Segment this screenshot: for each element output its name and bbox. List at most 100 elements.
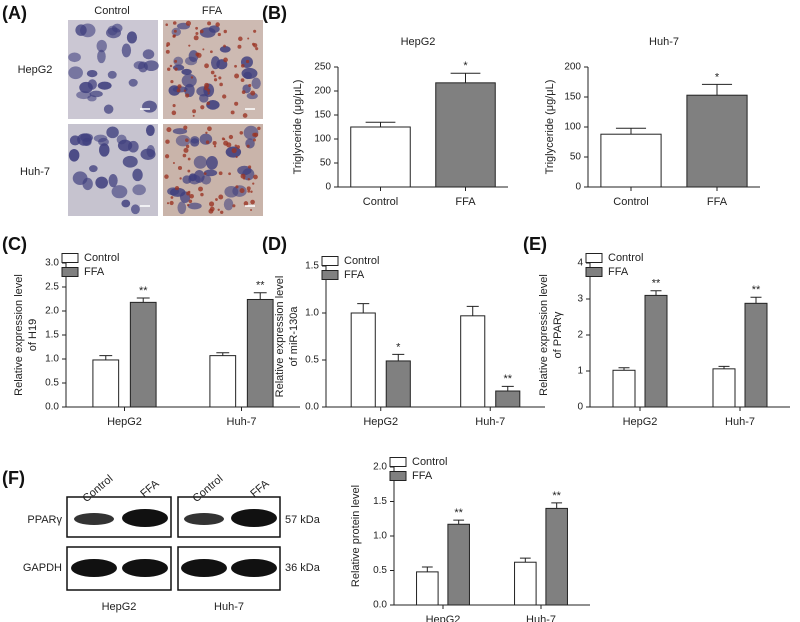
y-tick-label: 2 bbox=[577, 330, 583, 341]
bar bbox=[447, 523, 470, 606]
lipid-droplet bbox=[213, 74, 217, 78]
cell bbox=[142, 100, 157, 113]
significance-mark: ** bbox=[652, 278, 661, 290]
lipid-droplet bbox=[240, 78, 245, 82]
lipid-droplet bbox=[166, 127, 172, 133]
bar bbox=[92, 359, 120, 408]
lipid-droplet bbox=[250, 199, 255, 205]
bar bbox=[416, 571, 439, 606]
lipid-droplet bbox=[192, 114, 195, 117]
bar bbox=[246, 298, 274, 408]
legend-swatch bbox=[585, 267, 603, 277]
lipid-droplet bbox=[228, 172, 231, 176]
cell bbox=[79, 81, 93, 94]
error-bar bbox=[701, 83, 733, 96]
y-tick-label: 0.5 bbox=[305, 355, 319, 366]
legend-label: FFA bbox=[608, 266, 629, 278]
y-axis-label: of H19 bbox=[27, 319, 39, 351]
lipid-droplet bbox=[174, 59, 178, 63]
lipid-droplet bbox=[252, 138, 256, 142]
cell bbox=[86, 69, 98, 78]
lipid-droplet bbox=[248, 83, 252, 88]
lipid-droplet bbox=[253, 174, 258, 180]
lipid-droplet bbox=[200, 105, 205, 110]
cell bbox=[181, 68, 192, 75]
lipid-droplet bbox=[240, 63, 245, 68]
lipid-droplet bbox=[217, 208, 220, 211]
blot-band bbox=[74, 513, 114, 525]
lipid-droplet bbox=[185, 20, 191, 26]
cell bbox=[75, 24, 87, 36]
y-tick-label: 2.0 bbox=[45, 306, 59, 317]
error-bar bbox=[253, 292, 267, 300]
cell bbox=[237, 165, 252, 176]
lipid-droplet bbox=[234, 73, 240, 79]
significance-mark: * bbox=[715, 71, 720, 83]
lipid-droplet bbox=[199, 29, 204, 34]
cell bbox=[208, 25, 220, 33]
lipid-droplet bbox=[226, 142, 232, 148]
lipid-droplet bbox=[250, 209, 253, 212]
lipid-droplet bbox=[223, 57, 228, 63]
lipid-droplet bbox=[174, 186, 180, 191]
legend-swatch bbox=[61, 253, 79, 263]
significance-mark: * bbox=[463, 60, 468, 72]
lipid-droplet bbox=[198, 186, 203, 192]
y-tick-label: 1.0 bbox=[45, 354, 59, 365]
cell bbox=[199, 133, 213, 145]
bar bbox=[129, 301, 157, 408]
cell bbox=[111, 185, 128, 199]
lipid-droplet bbox=[218, 194, 224, 200]
y-tick-label: 1 bbox=[577, 366, 583, 377]
cell bbox=[122, 155, 138, 168]
lipid-droplet bbox=[228, 134, 234, 140]
legend-label: FFA bbox=[344, 269, 365, 281]
bar bbox=[514, 561, 537, 606]
lipid-droplet bbox=[187, 157, 191, 161]
cell bbox=[187, 202, 202, 210]
y-tick-label: 3 bbox=[577, 294, 583, 305]
lipid-droplet bbox=[255, 47, 259, 51]
lipid-droplet bbox=[217, 32, 221, 37]
y-axis-label: Triglyceride (μg/μL) bbox=[292, 80, 304, 175]
y-tick-label: 4 bbox=[577, 258, 583, 269]
lipid-droplet bbox=[170, 196, 174, 199]
cell bbox=[246, 92, 258, 100]
y-axis-label: Relative expression level bbox=[274, 276, 286, 398]
bar bbox=[350, 312, 376, 408]
lipid-droplet bbox=[245, 59, 250, 64]
lipid-droplet bbox=[257, 126, 261, 131]
y-tick-label: 0 bbox=[575, 182, 581, 193]
blot-band bbox=[122, 559, 168, 577]
protein-label: GAPDH bbox=[23, 562, 62, 574]
lipid-droplet bbox=[202, 48, 205, 51]
bar bbox=[600, 133, 662, 188]
lipid-droplet bbox=[167, 67, 171, 71]
lipid-droplet bbox=[213, 145, 217, 148]
lipid-droplet bbox=[165, 49, 170, 54]
x-tick-label: FFA bbox=[455, 196, 476, 208]
cell bbox=[146, 145, 155, 158]
y-axis-label: Relative expression level bbox=[13, 274, 25, 396]
y-tick-label: 1.5 bbox=[305, 261, 319, 272]
cell bbox=[126, 31, 138, 44]
legend-swatch bbox=[321, 270, 339, 280]
error-bar bbox=[357, 303, 370, 313]
lipid-droplet bbox=[252, 182, 255, 185]
lipid-droplet bbox=[232, 204, 236, 208]
lipid-droplet bbox=[174, 67, 178, 71]
bar bbox=[350, 126, 411, 188]
y-axis-label: Triglyceride (μg/μL) bbox=[544, 80, 556, 175]
cell bbox=[106, 126, 119, 139]
lipid-droplet bbox=[164, 174, 169, 179]
significance-mark: ** bbox=[552, 490, 561, 502]
y-axis-label: Relative expression level bbox=[538, 274, 550, 396]
legend-swatch bbox=[389, 471, 407, 481]
lipid-droplet bbox=[240, 173, 246, 179]
bar bbox=[644, 294, 668, 408]
lipid-droplet bbox=[172, 21, 177, 25]
blot-band bbox=[71, 559, 117, 577]
lipid-droplet bbox=[253, 132, 259, 138]
y-tick-label: 3.0 bbox=[45, 258, 59, 269]
